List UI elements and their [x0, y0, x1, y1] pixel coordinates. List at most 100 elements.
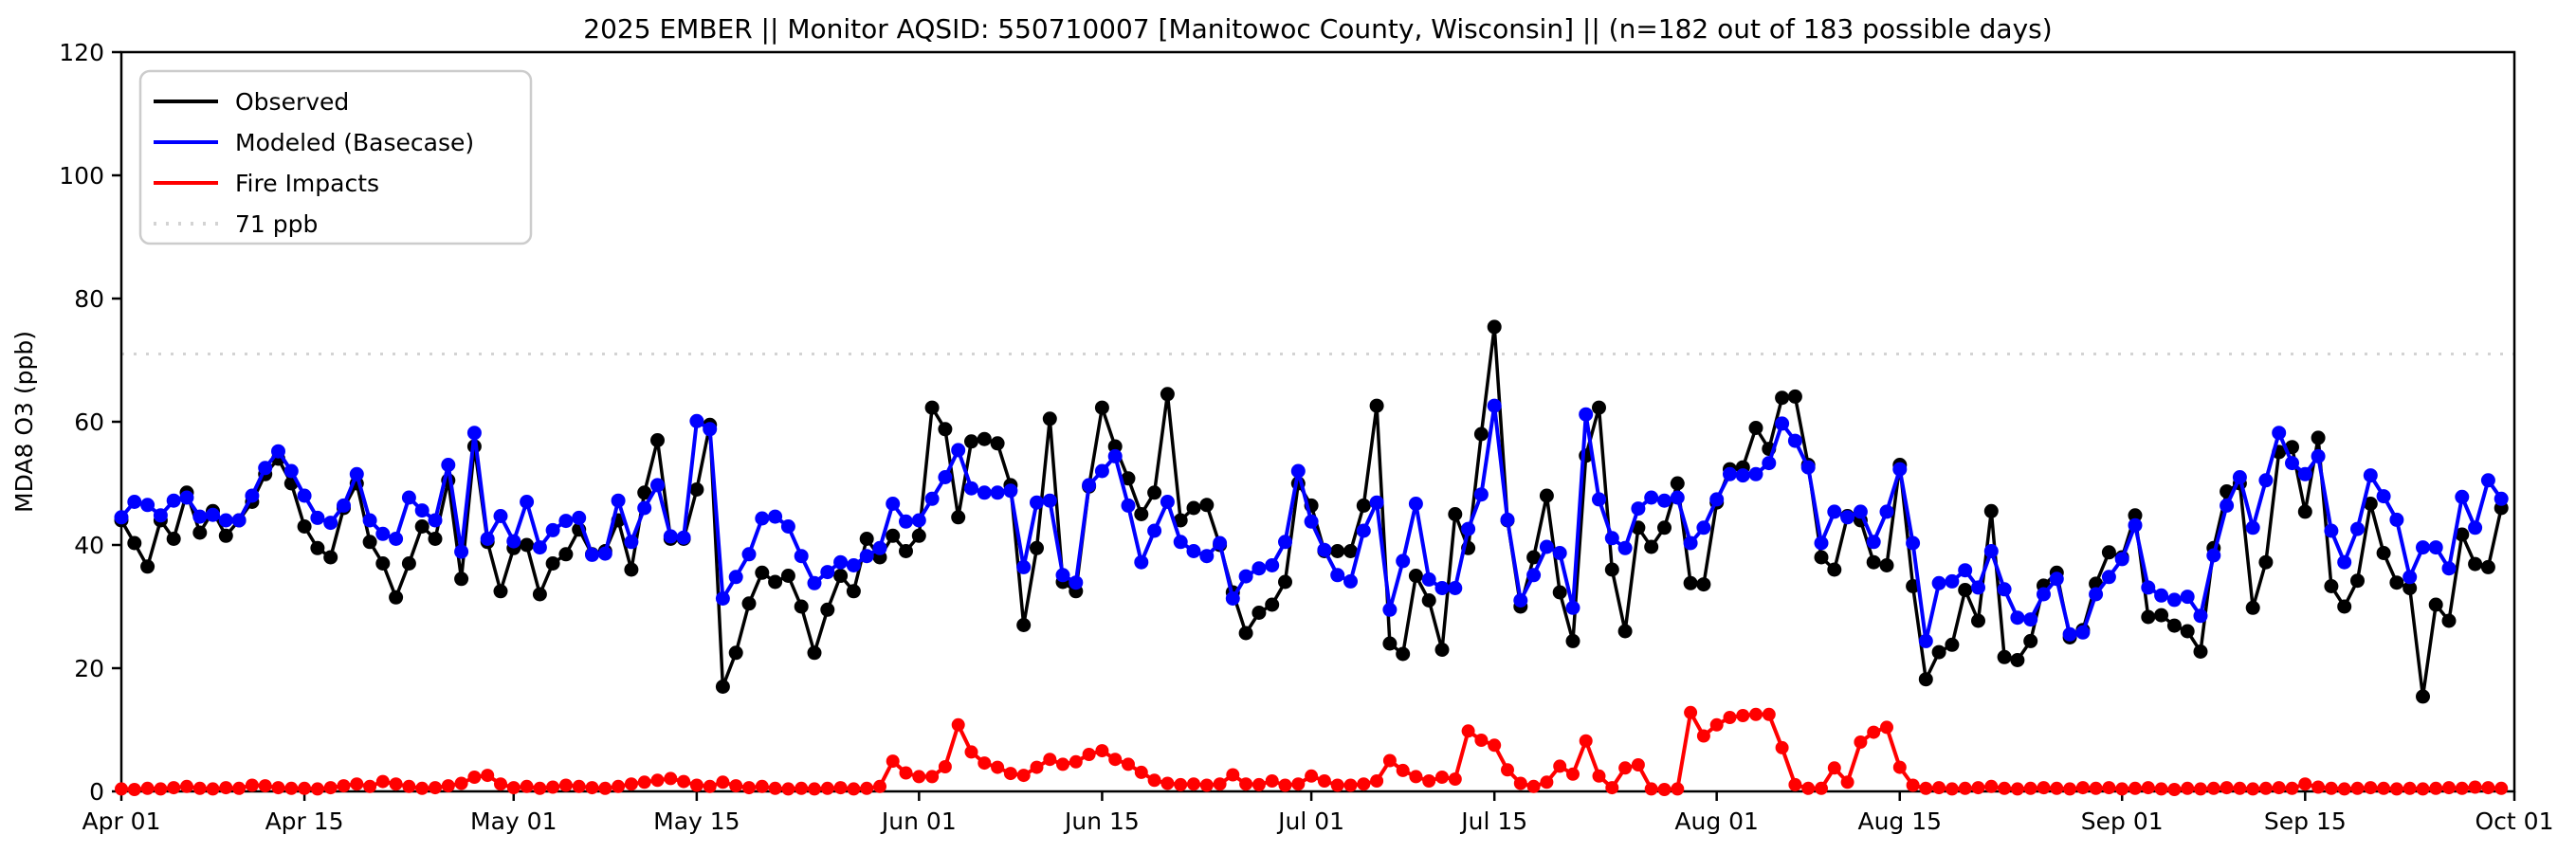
- fire-impacts-line-marker: [585, 781, 599, 795]
- fire-impacts-line-marker: [2324, 781, 2338, 795]
- fire-impacts-line-marker: [337, 779, 351, 793]
- fire-impacts-line-marker: [1330, 778, 1344, 792]
- fire-impacts-line-marker: [1815, 781, 1828, 795]
- fire-impacts-line-marker: [2154, 782, 2168, 796]
- observed-line-marker: [389, 590, 404, 605]
- x-tick-label: Jul 01: [1276, 808, 1344, 835]
- modeled-line-marker: [741, 547, 757, 562]
- fire-impacts-line-marker: [1187, 777, 1200, 791]
- observed-line-marker: [2245, 600, 2260, 615]
- observed-line-marker: [2258, 554, 2274, 570]
- fire-impacts-line-marker: [2494, 781, 2509, 795]
- observed-line-marker: [1396, 646, 1411, 662]
- modeled-line-marker: [1696, 520, 1711, 535]
- observed-line-marker: [428, 532, 443, 546]
- modeled-line-marker: [245, 488, 260, 503]
- modeled-line-marker: [1030, 495, 1044, 510]
- observed-line-marker: [2376, 546, 2391, 560]
- y-tick-label: 20: [74, 655, 104, 682]
- fire-impacts-line-marker: [2246, 782, 2260, 796]
- modeled-line-marker: [1082, 478, 1097, 493]
- legend-box: [138, 69, 533, 245]
- fire-impacts-line-marker: [1906, 778, 1920, 792]
- fire-impacts-line-marker: [2075, 781, 2090, 795]
- fire-impacts-line-marker: [664, 771, 678, 786]
- modeled-line-marker: [258, 461, 273, 476]
- modeled-line-marker: [572, 510, 587, 525]
- modeled-line-marker: [1526, 568, 1542, 583]
- fire-impacts-line-marker: [1291, 777, 1306, 791]
- modeled-line-marker: [1278, 535, 1292, 550]
- fire-impacts-line-marker: [127, 783, 141, 796]
- fire-impacts-line-marker: [402, 779, 416, 793]
- observed-line-marker: [911, 528, 926, 543]
- modeled-line-marker: [1775, 416, 1790, 431]
- modeled-line-marker: [179, 490, 194, 505]
- modeled-line-marker: [807, 575, 822, 590]
- fire-impacts-line-marker: [1435, 771, 1449, 784]
- x-tick-label: Jun 01: [880, 808, 957, 835]
- fire-impacts-line-marker: [1801, 781, 1816, 795]
- observed-line-marker: [741, 596, 757, 611]
- fire-impacts-line-marker: [2258, 781, 2273, 795]
- fire-impacts-line-marker: [258, 779, 272, 793]
- fire-impacts-line-marker: [520, 779, 534, 793]
- fire-impacts-line-marker: [1082, 748, 1096, 761]
- modeled-line-marker: [1592, 492, 1606, 507]
- modeled-line-marker: [441, 458, 456, 472]
- fire-impacts-line-marker: [2481, 781, 2495, 795]
- observed-line-marker: [977, 431, 992, 446]
- fire-impacts-line-marker: [689, 778, 703, 792]
- fire-impacts-line-marker: [2181, 781, 2195, 795]
- modeled-line-marker: [297, 488, 312, 503]
- fire-impacts-line-marker: [1827, 761, 1841, 775]
- modeled-line-marker: [2075, 625, 2091, 640]
- modeled-line-marker: [1958, 563, 1973, 578]
- fire-impacts-line-marker: [1016, 769, 1031, 783]
- modeled-line-marker: [951, 443, 966, 458]
- observed-line-marker: [689, 482, 704, 497]
- modeled-line-marker: [2350, 521, 2365, 536]
- modeled-line-marker: [428, 513, 443, 528]
- observed-line-marker: [1487, 319, 1502, 335]
- fire-impacts-line-marker: [1684, 705, 1698, 719]
- observed-line-marker: [323, 550, 338, 565]
- observed-line-marker: [624, 562, 639, 577]
- fire-impacts-line-marker: [991, 760, 1005, 774]
- fire-impacts-line-marker: [2089, 781, 2103, 795]
- fire-impacts-line-marker: [1213, 777, 1227, 791]
- observed-line-marker: [1356, 498, 1371, 513]
- modeled-line-marker: [2389, 512, 2404, 527]
- observed-line-marker: [755, 565, 770, 580]
- modeled-line-marker: [637, 500, 652, 516]
- modeled-line-marker: [1448, 581, 1463, 595]
- fire-impacts-line-marker: [977, 756, 992, 771]
- observed-line-marker: [1945, 637, 1960, 652]
- observed-line-marker: [1278, 574, 1292, 590]
- fire-impacts-line-marker: [860, 781, 874, 795]
- modeled-line-marker: [1997, 582, 2012, 597]
- observed-line-marker: [532, 587, 547, 602]
- modeled-line-marker: [2441, 561, 2457, 576]
- fire-impacts-line-marker: [2272, 781, 2286, 795]
- observed-line-marker: [2180, 624, 2195, 639]
- fire-impacts-line-marker: [192, 781, 207, 795]
- fire-impacts-line-marker: [1749, 707, 1763, 721]
- modeled-line-marker: [1382, 602, 1398, 617]
- observed-line-marker: [780, 569, 795, 583]
- modeled-line-marker: [1853, 504, 1868, 519]
- plot-area: Apr 01 Apr 15 May 01 May 15 Jun 01 Jun 15 Jul …: [59, 39, 2553, 835]
- fire-impacts-line-marker: [506, 781, 521, 795]
- modeled-line-marker: [1800, 460, 1816, 475]
- observed-line-marker: [1160, 387, 1175, 402]
- fire-impacts-line-marker: [2311, 780, 2326, 794]
- modeled-line-marker: [1160, 495, 1175, 509]
- observed-line-marker: [899, 544, 913, 558]
- observed-line-marker: [1343, 544, 1358, 558]
- modeled-line-marker: [310, 510, 325, 525]
- observed-line-marker: [1265, 597, 1280, 612]
- fire-impacts-line-marker: [703, 779, 717, 793]
- fire-impacts-line-marker: [1958, 781, 1972, 795]
- observed-line-marker: [2402, 581, 2418, 595]
- fire-impacts-line-marker: [1056, 757, 1069, 771]
